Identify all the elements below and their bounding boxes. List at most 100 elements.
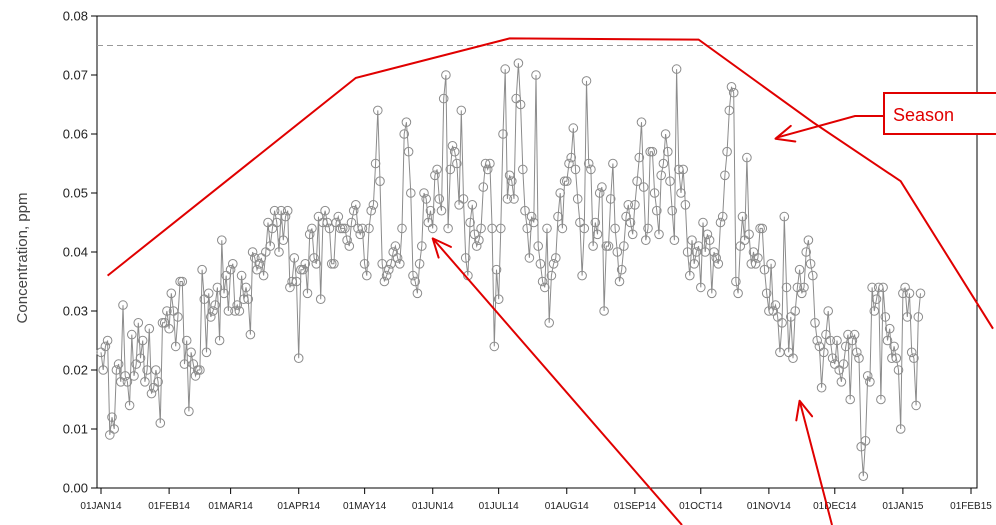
data-point <box>344 241 355 251</box>
data-point <box>667 205 678 216</box>
x-tick-label: 01MAY14 <box>343 501 387 512</box>
data-point <box>135 353 146 364</box>
data-point <box>557 223 568 234</box>
data-point <box>337 223 348 234</box>
data-point <box>610 223 620 234</box>
data-point <box>878 282 888 293</box>
data-point <box>555 188 566 198</box>
data-point <box>726 82 737 92</box>
data-point <box>485 158 495 169</box>
data-point <box>891 353 902 364</box>
data-point <box>537 276 548 287</box>
data-point <box>482 164 493 175</box>
data-point <box>127 329 137 340</box>
data-point <box>889 341 899 352</box>
data-point <box>137 335 148 346</box>
x-tick-label: 01DEC14 <box>813 501 857 512</box>
data-point <box>601 241 612 251</box>
data-point <box>351 200 361 210</box>
data-point <box>733 288 743 299</box>
annotation-arrowhead <box>431 237 452 259</box>
data-point <box>144 323 155 334</box>
data-point <box>155 418 166 428</box>
data-point <box>757 223 768 234</box>
data-point <box>871 294 882 305</box>
data-point <box>467 200 478 210</box>
data-point <box>915 288 926 299</box>
data-point <box>696 282 706 293</box>
y-tick-label: 0.07 <box>63 68 88 83</box>
data-point <box>702 229 713 240</box>
data-point <box>502 194 513 204</box>
data-point <box>713 259 724 269</box>
data-point <box>808 270 818 281</box>
data-point <box>507 176 517 186</box>
data-point <box>118 300 128 310</box>
x-axis-ticks: 01JAN14 01FEB14 01MAR14 01APR14 01MAY14 01JUN… <box>80 488 992 512</box>
data-point <box>342 235 352 245</box>
data-point <box>192 365 203 375</box>
x-tick-label: 01JAN15 <box>882 501 924 512</box>
data-point <box>693 241 704 251</box>
data-point <box>395 259 405 269</box>
data-series <box>96 58 926 482</box>
data-point <box>638 182 649 192</box>
season-line <box>106 37 994 330</box>
data-point <box>698 217 708 228</box>
data-point <box>228 259 238 269</box>
data-point <box>643 223 653 234</box>
data-point <box>458 194 469 204</box>
data-point <box>223 306 234 316</box>
data-point <box>711 253 722 263</box>
data-point <box>162 306 172 316</box>
data-point <box>854 353 864 364</box>
data-point <box>300 259 311 269</box>
data-point <box>847 335 858 346</box>
data-point <box>869 306 880 316</box>
data-point <box>612 247 623 257</box>
data-point <box>801 247 812 257</box>
data-point <box>320 205 330 216</box>
data-point <box>880 312 891 322</box>
data-point <box>208 306 218 316</box>
data-point <box>498 129 508 139</box>
data-point <box>544 318 555 328</box>
data-point <box>214 335 225 346</box>
data-point <box>731 276 741 287</box>
data-point <box>247 247 258 257</box>
data-point <box>241 282 251 293</box>
data-point <box>799 282 809 293</box>
data-point <box>884 323 895 334</box>
annotation-arrowhead <box>795 399 814 422</box>
data-point <box>368 200 379 210</box>
data-point <box>636 117 647 127</box>
data-point <box>570 164 581 175</box>
data-point <box>568 123 579 133</box>
data-point <box>590 217 601 228</box>
x-tick-label: 01MAR14 <box>208 501 253 512</box>
x-tick-label: 01FEB15 <box>950 501 992 512</box>
data-point <box>318 217 328 228</box>
plot-frame <box>96 15 978 489</box>
data-point <box>614 276 625 287</box>
data-point <box>764 306 774 316</box>
data-point <box>496 223 506 234</box>
data-point <box>827 353 838 364</box>
data-point <box>583 158 594 169</box>
data-point <box>307 223 317 234</box>
data-point <box>401 117 412 127</box>
x-tick-label: 01JUL14 <box>479 501 519 512</box>
data-point <box>753 253 763 263</box>
data-point <box>412 288 423 299</box>
data-point <box>443 223 453 234</box>
data-point <box>166 288 177 299</box>
data-point <box>603 241 614 251</box>
data-point <box>588 241 598 251</box>
data-point <box>129 371 139 381</box>
data-point <box>876 394 886 405</box>
data-point <box>122 377 133 387</box>
data-point <box>911 400 921 411</box>
annotation-arrow-line <box>431 237 683 525</box>
x-tick-label: 01JAN14 <box>80 501 122 512</box>
data-point <box>788 353 798 364</box>
